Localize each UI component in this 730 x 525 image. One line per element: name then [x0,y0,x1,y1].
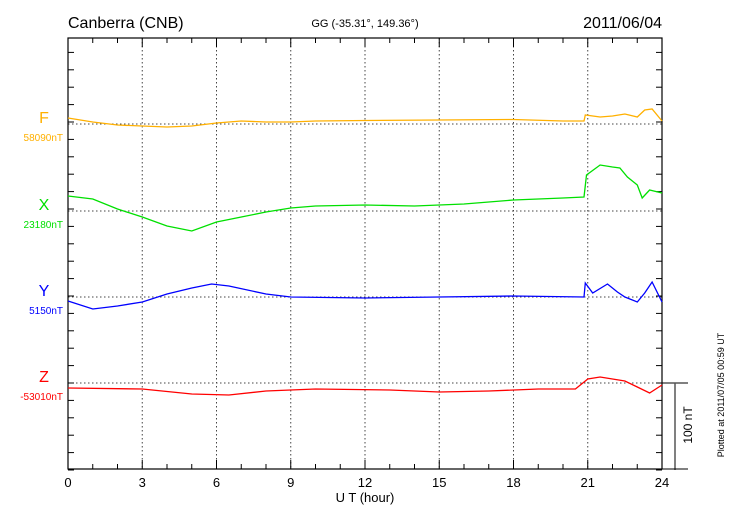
chart-title: Canberra (CNB) [68,15,184,32]
x-tick-label: 15 [432,475,446,490]
x-tick-label: 9 [287,475,294,490]
x-tick-label: 6 [213,475,220,490]
baseline-value-f: 58090nT [24,133,63,144]
x-tick-label: 18 [506,475,520,490]
x-axis-label: U T (hour) [336,490,395,505]
baseline-value-x: 23180nT [24,220,63,231]
x-tick-label: 0 [64,475,71,490]
series-line-z [67,376,663,396]
x-tick-label: 21 [581,475,595,490]
series-line-f [67,108,663,128]
scale-bar-label: 100 nT [681,406,695,444]
plotted-note: Plotted at 2011/07/05 00:59 UT [716,332,726,457]
x-tick-label: 3 [139,475,146,490]
baseline-value-y: 5150nT [29,306,63,317]
series-name-y: Y [39,283,50,300]
chart-subtitle: GG (-35.31°, 149.36°) [311,18,418,30]
series-line-y [67,280,663,310]
series-name-f: F [39,110,49,127]
series-name-z: Z [39,369,49,386]
chart-date: 2011/06/04 [583,15,662,32]
x-tick-label: 12 [358,475,372,490]
x-tick-label: 24 [655,475,669,490]
series-line-x [67,164,663,232]
baseline-value-z: -53010nT [20,392,63,403]
series-name-x: X [39,197,50,214]
